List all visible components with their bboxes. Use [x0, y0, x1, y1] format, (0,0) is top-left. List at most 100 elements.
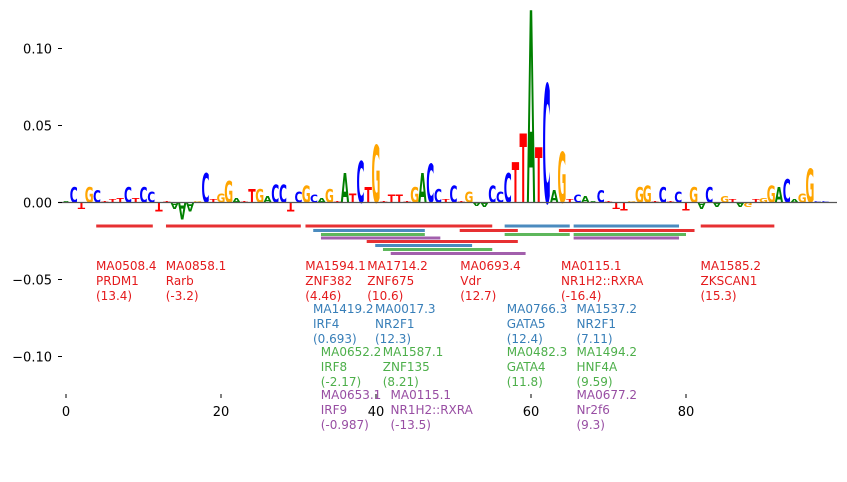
- motif-score: (15.3): [701, 289, 737, 303]
- logo-letter-C: C: [140, 182, 148, 207]
- logo-letter-glyph: C: [202, 166, 210, 212]
- logo-letter-T: T: [388, 193, 396, 206]
- motif-score: (9.3): [577, 418, 605, 432]
- logo-letter-glyph: C: [659, 182, 667, 207]
- logo-letter-C: C: [70, 182, 78, 207]
- logo-letter-glyph: C: [783, 173, 791, 210]
- x-tick-label: 80: [678, 405, 695, 420]
- logo-letter-T: T: [520, 114, 527, 225]
- logo-letter-glyph: A: [341, 166, 349, 212]
- logo-letter-G: G: [744, 200, 753, 207]
- logo-letter-T: T: [752, 198, 760, 203]
- logo-letter-T: T: [682, 200, 690, 213]
- logo-letter-glyph: T: [380, 201, 388, 203]
- motif-score: (10.6): [367, 289, 403, 303]
- logo-letter-glyph: T: [667, 201, 675, 203]
- x-tick-label: 60: [523, 405, 540, 420]
- logo-letter-glyph: A: [170, 200, 179, 210]
- x-tick-label: 40: [368, 405, 385, 420]
- logo-letter-T: T: [155, 199, 162, 214]
- motif-score: (8.21): [383, 375, 419, 389]
- logo-letter-C: C: [310, 193, 318, 206]
- logo-letter-glyph: T: [752, 198, 760, 203]
- logo-letter-glyph: C: [597, 188, 605, 207]
- motif-score: (4.46): [305, 289, 341, 303]
- logo-letter-glyph: T: [729, 198, 737, 203]
- logo-letter-glyph: C: [504, 166, 512, 212]
- motif-name: ZNF135: [383, 360, 430, 374]
- motif-score: (-2.17): [321, 375, 361, 389]
- logo-letter-glyph: G: [806, 160, 815, 214]
- logo-letter-glyph: T: [458, 201, 466, 203]
- y-tick-label: 0.00: [23, 197, 52, 212]
- motif-labels: MA0508.4PRDM1(13.4)MA0858.1Rarb(-3.2)MA1…: [96, 259, 761, 432]
- motif-score: (-0.987): [321, 418, 369, 432]
- logo-letter-T: T: [78, 200, 86, 210]
- motif-id: MA1714.2: [367, 259, 428, 273]
- logo-letter-G: G: [372, 131, 381, 222]
- motif-bars: [96, 224, 775, 255]
- y-tick-label: 0.05: [23, 120, 52, 135]
- motif-name: ZKSCAN1: [701, 274, 758, 288]
- logo-letter-T: T: [163, 201, 171, 203]
- logo-letter-glyph: G: [255, 185, 264, 207]
- motif-score: (13.4): [96, 289, 132, 303]
- logo-letter-T: T: [241, 201, 249, 203]
- logo-letter-A: A: [480, 200, 489, 207]
- logo-letter-glyph: T: [442, 198, 450, 203]
- logo-letter-G: G: [627, 201, 636, 203]
- logo-letter-A: A: [232, 198, 241, 205]
- logo-letter-G: G: [325, 185, 334, 207]
- logo-letter-C: C: [705, 182, 713, 207]
- motif-name: ZNF382: [305, 274, 352, 288]
- logo-letter-glyph: A: [318, 198, 327, 205]
- logo-letter-glyph: C: [70, 182, 78, 207]
- logo-letter-T: T: [248, 185, 256, 207]
- logo-letter-glyph: A: [178, 196, 186, 223]
- motif-id: MA0693.4: [460, 259, 521, 273]
- motif-id: MA0766.3: [507, 302, 568, 316]
- logo-letter-glyph: G: [643, 182, 652, 209]
- motif-id: MA0482.3: [507, 345, 568, 359]
- logo-letter-G: G: [759, 198, 768, 205]
- logo-letter-glyph: A: [713, 200, 722, 207]
- motif-name: NR1H2::RXRA: [391, 403, 474, 417]
- y-tick-label: 0.10: [23, 43, 52, 58]
- y-tick-label: −0.10: [12, 351, 52, 366]
- logo-letter-A: A: [589, 201, 597, 203]
- logo-letter-glyph: T: [682, 200, 690, 213]
- logo-letter-glyph: T: [651, 201, 659, 203]
- motif-id: MA0017.3: [375, 302, 436, 316]
- logo-letter-G: G: [255, 185, 264, 207]
- logo-letter-A: A: [713, 200, 722, 207]
- motif-name: IRF8: [321, 360, 347, 374]
- logo-letter-glyph: C: [357, 150, 365, 217]
- logo-letter-C: C: [822, 201, 830, 203]
- logo-letter-G: G: [558, 138, 567, 219]
- logo-letter-G: G: [193, 201, 202, 203]
- logo-letter-G: G: [720, 196, 729, 206]
- logo-letter-glyph: A: [418, 166, 426, 212]
- logo-letter-T: T: [334, 201, 342, 203]
- logo-letter-glyph: T: [512, 153, 519, 217]
- logo-letter-A: A: [527, 0, 535, 266]
- logo-letter-glyph: T: [349, 191, 356, 206]
- logo-letter-glyph: T: [396, 193, 404, 206]
- logo-letter-T: T: [365, 182, 373, 207]
- logo-letter-T: T: [729, 198, 737, 203]
- logo-letter-glyph: T: [132, 198, 139, 205]
- motif-name: IRF9: [321, 403, 347, 417]
- logo-letter-C: C: [814, 201, 822, 203]
- motif-name: GATA5: [507, 317, 546, 331]
- y-tick-label: −0.05: [12, 274, 52, 289]
- logo-letter-glyph: G: [759, 198, 768, 205]
- motif-id: MA0115.1: [391, 388, 452, 402]
- logo-letter-A: A: [318, 198, 327, 205]
- logo-letter-C: C: [147, 190, 155, 207]
